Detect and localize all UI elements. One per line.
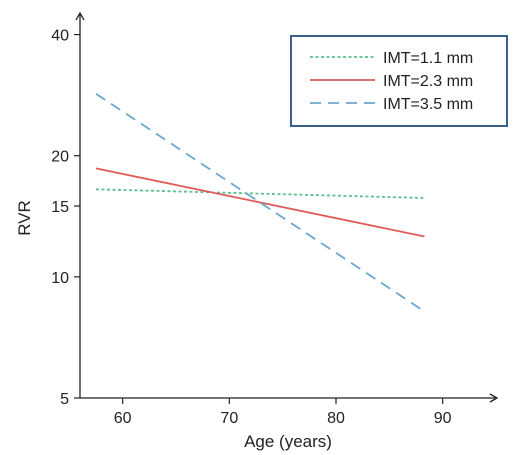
x-tick-label-80: 80 [327,410,345,427]
x-tick-label-70: 70 [220,410,238,427]
y-axis-label: RVR [15,200,34,236]
legend-label-3: IMT=3.5 mm [383,96,473,113]
x-ticks: 60 70 80 90 [114,398,452,427]
y-axis-arrow [75,11,85,21]
legend-label-1: IMT=1.1 mm [383,50,473,67]
x-axis-arrow [489,393,499,403]
plot-area: 60 70 80 90 5 10 15 20 40 [51,11,499,427]
series-lines [95,93,425,313]
legend: IMT=1.1 mm IMT=2.3 mm IMT=3.5 mm [290,35,508,127]
series-line-1 [95,188,425,199]
x-axis-label: Age (years) [244,432,332,451]
series-line-2 [95,167,425,238]
y-tick-label-15: 15 [51,199,69,216]
y-ticks: 5 10 15 20 40 [51,28,80,408]
y-tick-label-5: 5 [60,391,69,408]
legend-items: IMT=1.1 mm IMT=2.3 mm IMT=3.5 mm [310,50,473,113]
legend-label-2: IMT=2.3 mm [383,73,473,90]
x-tick-label-90: 90 [434,410,452,427]
series-line-3 [95,93,425,313]
x-tick-label-60: 60 [114,410,132,427]
y-tick-label-40: 40 [51,28,69,45]
y-tick-label-20: 20 [51,149,69,166]
y-tick-label-10: 10 [51,270,69,287]
legend-box [290,35,508,127]
